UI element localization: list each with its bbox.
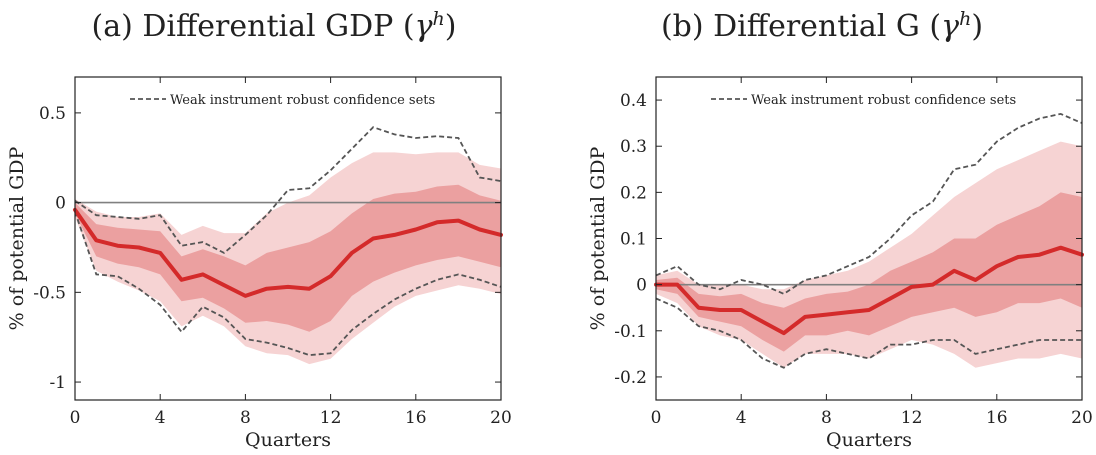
plot-frame xyxy=(74,76,502,401)
x-tick-label: 16 xyxy=(986,408,1008,428)
y-tick-label: 0 xyxy=(636,276,647,296)
chart-title-b-close: ) xyxy=(971,9,984,44)
x-tick-label: 20 xyxy=(1071,408,1093,428)
y-tick-label: 0.1 xyxy=(620,230,647,250)
chart-title-a-superscript: h xyxy=(432,8,445,30)
chart-title-a: (a) Differential GDP (γh) xyxy=(0,8,548,44)
y-tick-label: 0.5 xyxy=(39,104,66,124)
y-axis-label: % of potential GDP xyxy=(6,146,28,330)
y-tick-label: -1 xyxy=(49,373,66,393)
x-axis-label: Quarters xyxy=(245,429,331,451)
robust-set-lower xyxy=(74,211,502,357)
chart-panel-a: (a) Differential GDP (γh) 0 4 8 12 16 20 0.5 0-… xyxy=(0,8,548,451)
x-tick-label: 12 xyxy=(320,408,342,428)
chart-panel-b: (b) Differential G (γh) 0 4 8 12 16 20 0.4 0.3 0… xyxy=(548,0,1096,455)
y-axis-label: % of potential GDP xyxy=(587,146,609,330)
x-tick-label: 16 xyxy=(405,408,427,428)
chart-plot-a: 0 4 8 12 16 20 0.5 0 -0.5 -1 Quarters % of potentia… xyxy=(6,76,512,451)
y-tick-label: 0.2 xyxy=(620,183,647,203)
x-tick-label: 20 xyxy=(490,408,512,428)
x-tick-label: 4 xyxy=(736,408,747,428)
x-tick-label: 0 xyxy=(651,408,662,428)
chart-title-b: (b) Differential G (γh) xyxy=(548,8,1096,44)
x-tick-label: 12 xyxy=(901,408,923,428)
legend-label: Weak instrument robust confidence sets xyxy=(751,93,1016,108)
x-axis-label: Quarters xyxy=(826,429,912,451)
x-tick-label: 4 xyxy=(155,408,166,428)
chart-title-b-text: (b) Differential G ( xyxy=(660,9,942,44)
y-tick-label: 0.3 xyxy=(620,137,647,157)
chart-plot-b: 0 4 8 12 16 20 0.4 0.3 0.2 0.1 0 -0.1 -0.2 Quarters % … xyxy=(587,76,1093,451)
legend-label: Weak instrument robust confidence sets xyxy=(170,93,435,108)
y-tick-label: -0.1 xyxy=(614,322,647,342)
chart-title-b-superscript: h xyxy=(959,8,972,30)
robust-set-upper xyxy=(74,126,502,254)
y-tick-label: 0 xyxy=(55,194,66,214)
confidence-band-inner xyxy=(656,192,1082,352)
chart-title-a-text: (a) Differential GDP ( xyxy=(91,9,415,44)
y-tick-label: -0.2 xyxy=(614,368,647,388)
x-tick-label: 8 xyxy=(821,408,832,428)
confidence-band-inner xyxy=(75,184,501,332)
chart-title-b-symbol: γ xyxy=(941,9,960,44)
y-tick-label: 0.4 xyxy=(620,91,647,111)
y-tick-label: -0.5 xyxy=(33,283,66,303)
chart-title-a-symbol: γ xyxy=(414,9,433,44)
robust-set-lower xyxy=(655,297,1082,369)
chart-title-a-close: ) xyxy=(444,9,457,44)
x-tick-label: 8 xyxy=(240,408,251,428)
x-tick-label: 0 xyxy=(70,408,81,428)
robust-set-upper xyxy=(655,112,1083,295)
